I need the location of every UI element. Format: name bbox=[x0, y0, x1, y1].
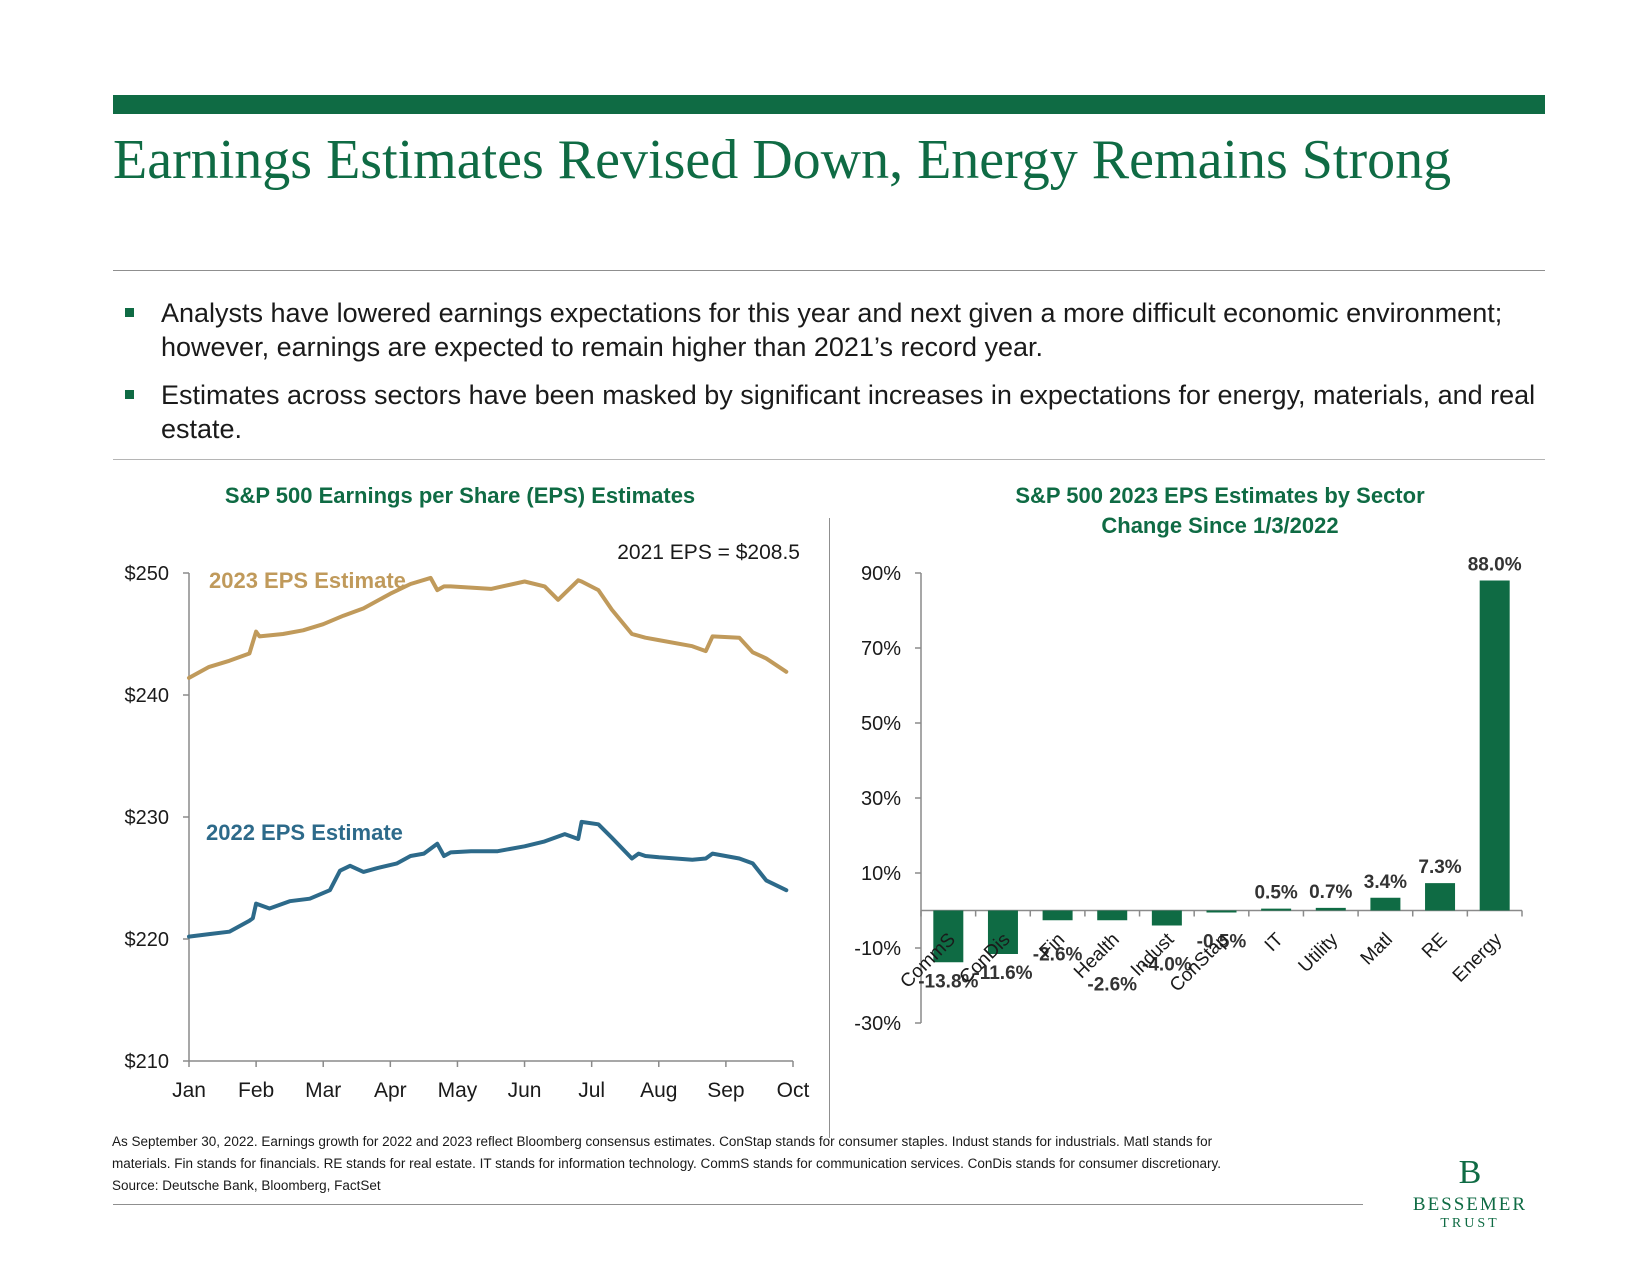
bar-health bbox=[1097, 910, 1128, 921]
x-tick-label: May bbox=[438, 1079, 478, 1102]
bar-re bbox=[1425, 883, 1456, 911]
y-tick-label: 70% bbox=[861, 638, 901, 660]
value-label: -11.6% bbox=[973, 963, 1032, 984]
series-line-2022 bbox=[187, 819, 789, 939]
bullet-text: Estimates across sectors have been maske… bbox=[161, 380, 1536, 444]
category-label: IT bbox=[1261, 929, 1288, 956]
x-tick-label: Mar bbox=[305, 1079, 341, 1102]
bullet-square-icon bbox=[125, 308, 134, 317]
value-label: 0.5% bbox=[1254, 883, 1297, 904]
bullet-item: Estimates across sectors have been maske… bbox=[113, 378, 1545, 446]
x-tick-label: Jun bbox=[508, 1079, 542, 1102]
top-accent-bar bbox=[113, 95, 1545, 114]
section-divider bbox=[113, 459, 1545, 460]
value-label: -13.8% bbox=[918, 971, 978, 992]
value-label: -4.0% bbox=[1142, 955, 1192, 976]
sector-bar-chart: -30%-10%10%30%50%70%90%-13.8%CommS -11.6%… bbox=[854, 555, 1523, 1035]
x-tick-label: Oct bbox=[777, 1079, 810, 1102]
bar-matl bbox=[1370, 897, 1401, 911]
bullet-list: Analysts have lowered earnings expectati… bbox=[113, 296, 1545, 460]
logo-sub: TRUST bbox=[1440, 1216, 1500, 1231]
y-tick-label: 30% bbox=[861, 788, 901, 810]
footnote: As September 30, 2022. Earnings growth f… bbox=[112, 1131, 1352, 1197]
footnote-line: As September 30, 2022. Earnings growth f… bbox=[112, 1134, 1213, 1149]
category-label: Matl bbox=[1357, 929, 1397, 969]
category-label: Utility bbox=[1295, 929, 1343, 977]
bar-condis bbox=[987, 910, 1018, 954]
bar-it bbox=[1261, 908, 1292, 911]
value-label: -0.5% bbox=[1197, 931, 1247, 952]
value-label: 0.7% bbox=[1309, 882, 1352, 903]
bar-fin bbox=[1042, 910, 1073, 921]
y-tick-label: $210 bbox=[125, 1051, 170, 1073]
charts-canvas: $210 $220 $230 $240 $250 Jan Feb Mar Apr May Jun Ju… bbox=[125, 541, 1523, 1102]
title-divider bbox=[113, 270, 1545, 271]
bessemer-trust-logo: B BESSEMER TRUST bbox=[1390, 1156, 1550, 1232]
y-tick-label: -30% bbox=[854, 1013, 901, 1035]
category-label: RE bbox=[1418, 929, 1452, 963]
eps-chart-title: S&P 500 Earnings per Share (EPS) Estimat… bbox=[224, 483, 696, 508]
eps-line-chart: $210 $220 $230 $240 $250 Jan Feb Mar Apr May Jun Ju… bbox=[125, 541, 810, 1102]
value-label: -2.6% bbox=[1087, 974, 1137, 995]
y-tick-label: $250 bbox=[125, 563, 170, 585]
y-tick-label: $220 bbox=[125, 929, 170, 951]
y-tick-label: 50% bbox=[861, 713, 901, 735]
series-label-2022: 2022 EPS Estimate bbox=[206, 820, 403, 845]
x-tick-label: Jul bbox=[578, 1079, 605, 1102]
bar-utility bbox=[1315, 907, 1346, 911]
value-label: 3.4% bbox=[1364, 872, 1407, 893]
y-tick-label: 90% bbox=[861, 563, 901, 585]
value-label: 88.0% bbox=[1468, 555, 1522, 576]
y-tick-label: $230 bbox=[125, 807, 170, 829]
bullet-item: Analysts have lowered earnings expectati… bbox=[113, 296, 1545, 364]
y-tick-label: 10% bbox=[861, 863, 901, 885]
chart-annotation: 2021 EPS = $208.5 bbox=[617, 541, 800, 564]
x-tick-label: Sep bbox=[707, 1079, 744, 1102]
bar-constap bbox=[1206, 910, 1237, 913]
page-title: Earnings Estimates Revised Down, Energy … bbox=[113, 129, 1452, 191]
x-tick-label: Aug bbox=[640, 1079, 677, 1102]
sector-chart-title: S&P 500 2023 EPS Estimates by Sector Cha… bbox=[900, 481, 1540, 541]
footer-divider bbox=[113, 1204, 1363, 1205]
value-label: -2.6% bbox=[1033, 944, 1083, 965]
source-line: Source: Deutsche Bank, Bloomberg, FactSe… bbox=[112, 1178, 381, 1193]
y-tick-label: $240 bbox=[125, 685, 170, 707]
category-label: Energy bbox=[1449, 929, 1507, 987]
bar-indust bbox=[1151, 910, 1182, 926]
footnote-line: materials. Fin stands for financials. RE… bbox=[112, 1156, 1221, 1171]
series-label-2023: 2023 EPS Estimate bbox=[209, 568, 406, 593]
bar-comms bbox=[933, 910, 964, 963]
value-label: 7.3% bbox=[1418, 857, 1461, 878]
x-tick-label: Jan bbox=[172, 1079, 206, 1102]
bullet-text: Analysts have lowered earnings expectati… bbox=[161, 298, 1503, 362]
sector-chart-title-line1: S&P 500 2023 EPS Estimates by Sector bbox=[1015, 483, 1425, 508]
logo-name: BESSEMER bbox=[1412, 1194, 1528, 1215]
x-tick-label: Feb bbox=[238, 1079, 274, 1102]
series-line-2023 bbox=[187, 575, 789, 680]
y-tick-label: -10% bbox=[854, 938, 901, 960]
sector-chart-subtitle: Change Since 1/3/2022 bbox=[1101, 513, 1339, 538]
bar-energy bbox=[1479, 580, 1510, 911]
bullet-square-icon bbox=[125, 390, 134, 399]
x-tick-label: Apr bbox=[374, 1079, 407, 1102]
logo-mark-icon: B bbox=[1458, 1154, 1482, 1191]
chart-divider bbox=[829, 518, 830, 1138]
